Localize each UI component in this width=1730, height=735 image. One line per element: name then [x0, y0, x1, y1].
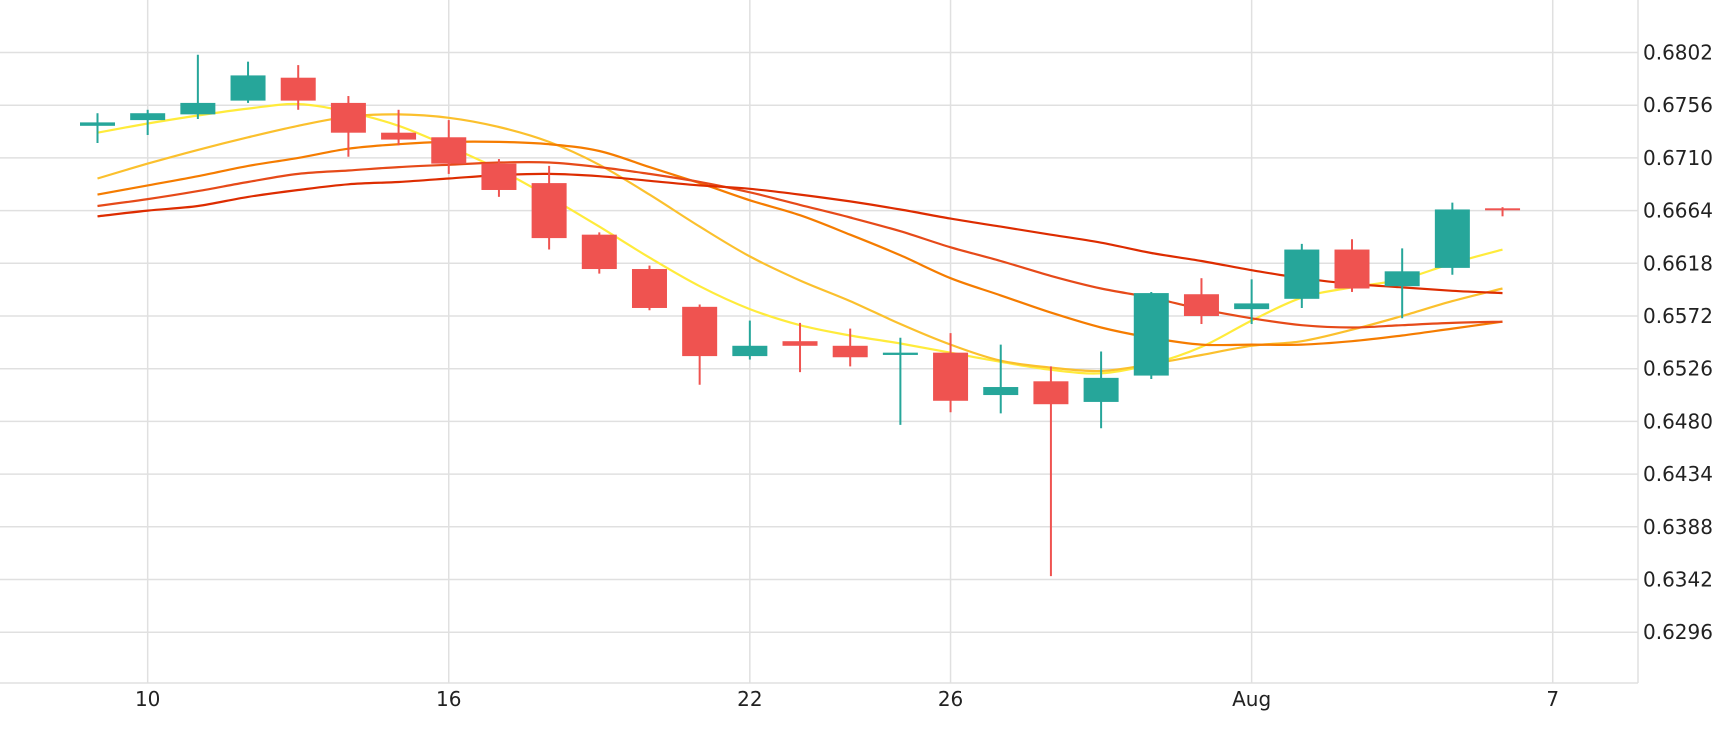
candle-body — [481, 163, 517, 190]
y-tick-label: 0.6618 — [1643, 251, 1713, 275]
y-tick-label: 0.6388 — [1643, 515, 1713, 539]
candle — [1234, 279, 1270, 325]
candle — [1384, 248, 1420, 319]
candle-body — [280, 77, 316, 101]
candle-body — [1334, 249, 1370, 289]
candle — [1083, 351, 1119, 429]
y-tick-label: 0.6296 — [1643, 620, 1713, 644]
candle — [1133, 291, 1169, 380]
x-tick-label: 22 — [737, 687, 762, 711]
candle-body — [1485, 208, 1521, 211]
moving-average-line — [97, 140, 1503, 347]
candle — [330, 96, 366, 157]
y-tick-label: 0.6756 — [1643, 93, 1713, 117]
candle — [230, 61, 266, 103]
y-tick-label: 0.6342 — [1643, 568, 1713, 592]
candle-body — [832, 345, 868, 358]
candle-body — [330, 102, 366, 133]
candle-body — [1183, 294, 1219, 316]
candle-body — [80, 122, 115, 126]
candle — [431, 120, 467, 174]
candle — [481, 159, 517, 197]
candle — [882, 337, 918, 425]
candle-body — [1434, 209, 1470, 268]
y-tick-label: 0.6572 — [1643, 304, 1713, 328]
moving-average-line — [97, 172, 1503, 295]
candle-body — [230, 75, 266, 101]
candle — [1284, 243, 1320, 308]
candle — [933, 333, 969, 413]
candle-body — [882, 352, 918, 355]
candle-body — [1284, 249, 1320, 299]
x-tick-label: 16 — [436, 687, 461, 711]
candle — [732, 320, 768, 360]
moving-average-line — [97, 160, 1503, 329]
y-tick-label: 0.6434 — [1643, 462, 1713, 486]
candle-body — [682, 306, 718, 357]
candle-body — [180, 102, 216, 115]
candle-body — [933, 352, 969, 401]
x-tick-label: 26 — [938, 687, 963, 711]
candle — [80, 113, 115, 144]
candle — [280, 65, 316, 110]
x-tick-label: Aug — [1232, 687, 1271, 711]
candle-body — [732, 345, 768, 357]
candle — [1434, 202, 1470, 275]
candle — [1183, 278, 1219, 325]
candle — [180, 54, 216, 119]
candle — [1334, 239, 1370, 292]
axis-labels-layer: 0.6802 0.6756 0.6710 0.6664 0.6618 0.6572 0.65… — [135, 41, 1713, 712]
x-tick-label: 10 — [135, 687, 160, 711]
candle-body — [983, 387, 1019, 396]
candle-body — [1133, 293, 1169, 376]
y-tick-label: 0.6480 — [1643, 409, 1713, 433]
candle-body — [381, 132, 417, 140]
candle-body — [130, 113, 166, 121]
candle — [782, 322, 818, 373]
candle — [983, 344, 1019, 414]
y-tick-label: 0.6802 — [1643, 41, 1713, 65]
y-tick-label: 0.6664 — [1643, 199, 1713, 223]
candle-body — [1234, 303, 1270, 310]
candle — [531, 165, 567, 250]
candle-body — [631, 269, 667, 308]
candle — [682, 304, 718, 385]
candle-body — [1033, 381, 1069, 405]
candle-body — [581, 234, 617, 270]
x-tick-label: 7 — [1546, 687, 1559, 711]
candle-body — [431, 137, 467, 164]
candle — [581, 232, 617, 274]
candle-body — [531, 183, 567, 239]
candle — [631, 265, 667, 311]
candle-body — [782, 341, 818, 346]
y-tick-label: 0.6710 — [1643, 146, 1713, 170]
candle-body — [1083, 377, 1119, 402]
grid-layer — [0, 0, 1639, 684]
candle — [1033, 366, 1069, 577]
candle — [832, 328, 868, 367]
candle — [130, 109, 166, 135]
candle — [381, 109, 417, 146]
candles-layer — [80, 54, 1521, 577]
candle-body — [1384, 271, 1420, 287]
candle — [1485, 207, 1521, 217]
y-tick-label: 0.6526 — [1643, 357, 1713, 381]
